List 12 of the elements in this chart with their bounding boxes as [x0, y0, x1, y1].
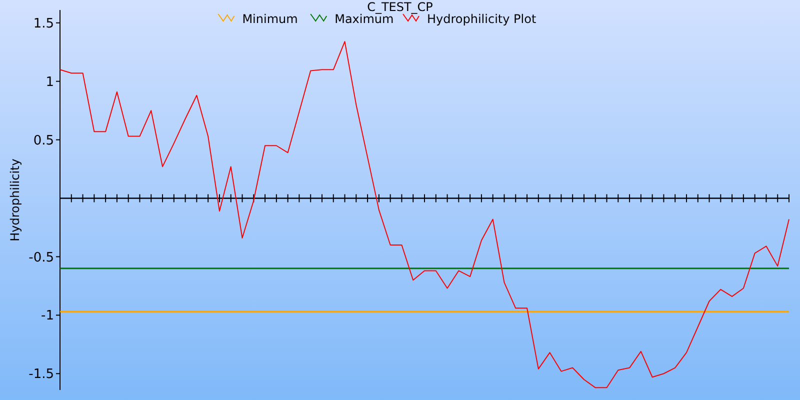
line-series [60, 41, 790, 388]
y-tick-label: -0.5 [28, 250, 54, 266]
legend-label: Maximum [334, 12, 394, 26]
legend-label: Hydrophilicity Plot [427, 12, 536, 26]
y-tick-label: -1.5 [28, 367, 54, 382]
y-tick-label: 1.5 [33, 16, 54, 32]
legend-label: Minimum [242, 12, 298, 26]
y-axis-title: Hydrophilicity [8, 158, 22, 242]
y-tick-label: 1 [46, 74, 54, 90]
y-tick-label: -1 [41, 308, 54, 324]
chart-title: C_TEST_CP [367, 0, 433, 14]
y-tick-label: 0.5 [33, 133, 54, 148]
